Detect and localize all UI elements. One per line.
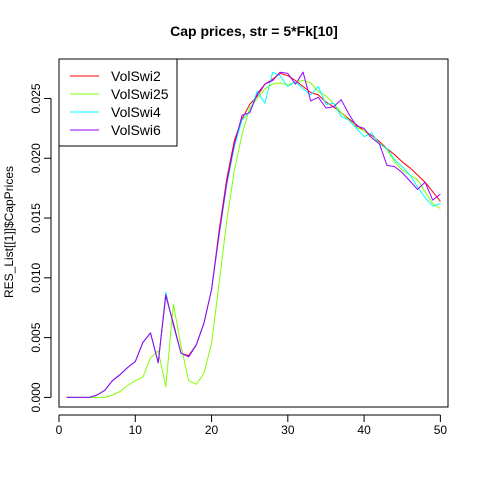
legend-box bbox=[58, 58, 178, 147]
x-tick-label: 40 bbox=[357, 423, 371, 437]
legend-label: VolSwi4 bbox=[111, 104, 161, 120]
legend-label: VolSwi2 bbox=[111, 68, 161, 84]
y-tick-label: 0.005 bbox=[29, 322, 43, 352]
x-tick-label: 20 bbox=[205, 423, 219, 437]
y-tick-label: 0.000 bbox=[29, 382, 43, 412]
y-axis-label: RES_List[[1]]$CapPrices bbox=[2, 166, 16, 298]
x-tick-label: 0 bbox=[56, 423, 63, 437]
x-tick-label: 10 bbox=[129, 423, 143, 437]
x-axis: 0 10 20 30 40 50 bbox=[56, 414, 448, 437]
x-tick-label: 50 bbox=[434, 423, 448, 437]
series-line bbox=[66, 71, 441, 398]
legend-label: VolSwi25 bbox=[111, 86, 169, 102]
y-tick-label: 0.010 bbox=[29, 263, 43, 293]
y-axis: 0.000 0.005 0.010 0.015 0.020 0.025 bbox=[29, 83, 52, 412]
legend: VolSwi2 VolSwi25 VolSwi4 VolSwi6 bbox=[58, 58, 178, 147]
series-lines bbox=[66, 71, 441, 398]
y-tick-label: 0.020 bbox=[29, 143, 43, 173]
plot-frame bbox=[58, 58, 449, 408]
chart-title: Cap prices, str = 5*Fk[10] bbox=[170, 23, 338, 39]
y-tick-label: 0.015 bbox=[29, 203, 43, 233]
x-tick-label: 30 bbox=[281, 423, 295, 437]
y-tick-label: 0.025 bbox=[29, 83, 43, 113]
legend-label: VolSwi6 bbox=[111, 122, 161, 138]
